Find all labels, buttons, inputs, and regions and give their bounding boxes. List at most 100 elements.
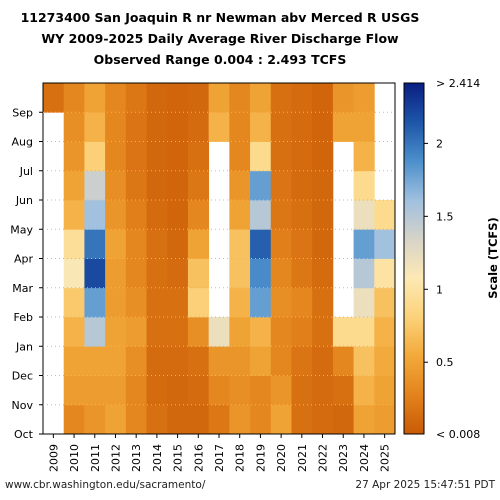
heatmap-cell: [374, 229, 396, 259]
footer-timestamp: 27 Apr 2025 15:47:51 PDT: [355, 479, 495, 491]
heatmap-cell: [84, 317, 106, 347]
x-tick-label: 2018: [234, 444, 247, 472]
heatmap-cell: [229, 346, 251, 376]
heatmap-cell: [332, 112, 354, 142]
heatmap-cell: [105, 258, 127, 289]
heatmap-cell: [125, 258, 147, 289]
heatmap-cell: [208, 83, 230, 113]
heatmap-cell: [291, 317, 313, 347]
heatmap-cell: [84, 346, 106, 376]
heatmap-cell: [43, 83, 65, 113]
heatmap-cell: [291, 83, 313, 113]
heatmap-cell: [105, 317, 127, 347]
heatmap-cell: [125, 229, 147, 259]
chart-title-line-2: WY 2009-2025 Daily Average River Dischar…: [41, 31, 399, 46]
x-tick-label: 2024: [358, 444, 371, 472]
heatmap-cell: [84, 141, 106, 172]
footer-url[interactable]: www.cbr.washington.edu/sacramento/: [5, 479, 206, 491]
heatmap-cell: [374, 375, 396, 406]
y-tick-label: May: [10, 223, 33, 236]
heatmap-cell: [229, 317, 251, 347]
heatmap-cell: [270, 141, 292, 172]
y-tick-label: Apr: [14, 253, 34, 266]
heatmap-cells: [43, 83, 396, 435]
x-tick-label: 2011: [89, 444, 102, 472]
heatmap-cell: [63, 200, 85, 230]
chart-title-line-3: Observed Range 0.004 : 2.493 TCFS: [93, 52, 347, 67]
heatmap-cell: [353, 112, 375, 142]
heatmap-cell: [146, 404, 168, 435]
heatmap-cell: [146, 258, 168, 289]
heatmap-cell: [270, 170, 292, 201]
heatmap-cell: [250, 112, 272, 142]
heatmap-cell: [167, 317, 189, 347]
heatmap-cell: [105, 346, 127, 376]
heatmap-cell: [312, 141, 334, 172]
heatmap-cell: [374, 317, 396, 347]
heatmap-cell: [374, 287, 396, 318]
heatmap-cell: [270, 83, 292, 113]
heatmap-cell: [291, 375, 313, 406]
heatmap-cell: [167, 375, 189, 406]
heatmap-cell: [229, 141, 251, 172]
heatmap-cell: [105, 200, 127, 230]
heatmap-cell: [63, 375, 85, 406]
heatmap-cell: [250, 317, 272, 347]
x-tick-label: 2020: [275, 444, 288, 472]
y-tick-label: Jul: [19, 165, 33, 178]
heatmap-cell: [250, 170, 272, 201]
heatmap-cell: [291, 141, 313, 172]
heatmap-cell: [250, 229, 272, 259]
colorbar-tick-label: 1.5: [436, 210, 454, 223]
heatmap-cell: [63, 229, 85, 259]
y-axis: Oct Nov Dec Jan Feb Mar Apr May Jun Jul Aug Sep: [10, 106, 395, 441]
heatmap-cell: [374, 346, 396, 376]
y-tick-label: Dec: [12, 370, 33, 383]
x-tick-label: 2023: [337, 444, 350, 472]
heatmap-cell: [146, 170, 168, 201]
heatmap-cell: [374, 404, 396, 435]
colorbar-tick-label: 1: [436, 283, 443, 296]
heatmap-cell: [84, 200, 106, 230]
x-tick-label: 2012: [109, 444, 122, 472]
heatmap-cell: [270, 287, 292, 318]
heatmap-cell: [332, 375, 354, 406]
heatmap-cell: [270, 404, 292, 435]
x-axis: 2009 2010 2011 2012 2013 2014 2015 2016 2017 2018…: [47, 434, 392, 472]
heatmap-cell: [353, 170, 375, 201]
heatmap-cell: [146, 346, 168, 376]
heatmap-cell: [312, 83, 334, 113]
heatmap-cell: [229, 229, 251, 259]
heatmap-cell: [187, 83, 210, 113]
x-tick-label: 2022: [317, 444, 330, 472]
heatmap-cell: [208, 112, 230, 142]
y-tick-label: Feb: [14, 311, 33, 324]
heatmap-cell: [353, 258, 375, 289]
heatmap-cell: [291, 287, 313, 318]
y-tick-label: Sep: [12, 106, 33, 119]
heatmap-cell: [187, 229, 210, 259]
heatmap-cell: [229, 287, 251, 318]
heatmap-cell: [332, 404, 354, 435]
heatmap-cell: [63, 404, 85, 435]
heatmap-cell: [291, 404, 313, 435]
heatmap-cell: [187, 346, 210, 376]
x-tick-label: 2014: [151, 444, 164, 472]
heatmap-cell: [229, 200, 251, 230]
heatmap-cell: [312, 170, 334, 201]
colorbar-tick-label: 2: [436, 137, 443, 150]
heatmap-cell: [270, 200, 292, 230]
heatmap-cell: [374, 200, 396, 230]
heatmap-cell: [187, 141, 210, 172]
heatmap-cell: [105, 170, 127, 201]
heatmap-cell: [229, 404, 251, 435]
heatmap-cell: [353, 229, 375, 259]
heatmap-cell: [84, 112, 106, 142]
heatmap-cell: [167, 404, 189, 435]
heatmap-cell: [63, 83, 85, 113]
heatmap-cell: [353, 346, 375, 376]
heatmap-cell: [146, 83, 168, 113]
heatmap-cell: [208, 317, 230, 347]
heatmap-cell: [229, 375, 251, 406]
